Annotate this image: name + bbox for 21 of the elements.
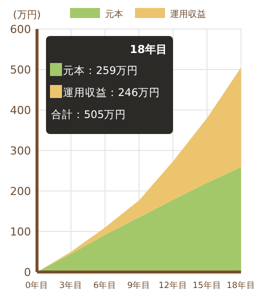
y-tick-label: 200 xyxy=(10,185,31,198)
legend-label: 元本 xyxy=(105,9,123,20)
y-tick-label: 100 xyxy=(10,226,31,238)
x-tick-label: 12年目 xyxy=(158,280,188,291)
y-tick-label: 300 xyxy=(10,144,31,158)
annotation: 運用収益：246万円 xyxy=(63,86,160,99)
y-tick-label: 0 xyxy=(24,266,31,279)
x-tick-label: 15年目 xyxy=(192,280,222,291)
annotation: 合計：505万円 xyxy=(51,108,126,121)
x-tick-label: 3年目 xyxy=(59,280,83,291)
y-tick-label: 400 xyxy=(10,104,31,117)
x-tick-label: 6年目 xyxy=(93,280,117,291)
x-tick-label: 18年目 xyxy=(226,280,256,291)
x-tick-label: 0年目 xyxy=(25,280,49,291)
y-axis-title: (万円) xyxy=(13,10,41,21)
legend-label: 運用収益 xyxy=(170,9,206,20)
x-tick-label: 9年目 xyxy=(127,280,151,291)
annotation: 18年目 xyxy=(130,43,167,56)
annotation: 元本：259万円 xyxy=(63,64,138,77)
y-tick-label: 600 xyxy=(10,23,31,36)
y-tick-label: 500 xyxy=(10,64,31,76)
